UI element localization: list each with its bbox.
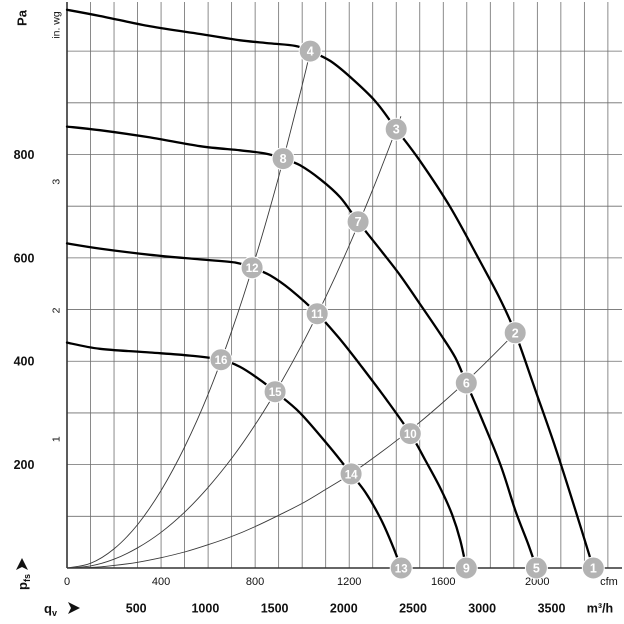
operating-point-marker [298, 39, 322, 63]
fan-curve-3 [65, 242, 468, 570]
operating-point-label: 4 [307, 45, 314, 59]
operating-point-label: 14 [345, 469, 358, 481]
x-secondary-tick-label: 500 [126, 602, 147, 616]
y-secondary-tick-label: 3 [51, 179, 63, 185]
x-tick-label: 1200 [337, 576, 361, 588]
x-secondary-tick-label: 1000 [191, 602, 219, 616]
pressure-symbol-text: pfs [15, 574, 32, 590]
operating-point-5: 5 [524, 556, 548, 580]
flow-symbol: qv [44, 601, 80, 618]
operating-point-label: 7 [355, 215, 362, 229]
operating-point-marker [503, 321, 527, 345]
x-axis-secondary-unit: m³/h [587, 602, 613, 616]
operating-point-marker [454, 371, 478, 395]
x-secondary-tick-label: 3500 [538, 602, 566, 616]
y-tick-label: 600 [14, 251, 35, 265]
operating-point-label: 6 [463, 377, 470, 391]
operating-point-label: 13 [395, 564, 408, 576]
operating-point-4: 4 [298, 39, 322, 63]
operating-point-11: 11 [305, 302, 329, 326]
operating-point-6: 6 [454, 371, 478, 395]
operating-point-marker [389, 556, 413, 580]
x-tick-label: 2000 [525, 576, 549, 588]
operating-point-9: 9 [454, 556, 478, 580]
operating-point-8: 8 [271, 147, 295, 171]
operating-point-marker [384, 117, 408, 141]
operating-point-marker [524, 556, 548, 580]
fan-curve-2 [65, 125, 538, 570]
x-secondary-tick-label: 1500 [261, 602, 289, 616]
flow-symbol-sub: v [52, 608, 57, 618]
operating-point-3: 3 [384, 117, 408, 141]
operating-point-label: 1 [590, 562, 597, 576]
operating-point-label: 2 [512, 326, 519, 340]
operating-point-label: 9 [463, 562, 470, 576]
x-tick-label: 1600 [431, 576, 455, 588]
x-tick-label: 800 [246, 576, 264, 588]
operating-point-10: 10 [398, 422, 422, 446]
y-tick-label: 400 [14, 355, 35, 369]
pressure-symbol-main: p [15, 582, 30, 590]
y-tick-label: 200 [14, 458, 35, 472]
pressure-symbol-sub: fs [22, 574, 32, 582]
pressure-symbol: pfs [15, 558, 32, 590]
operating-point-label: 16 [215, 355, 228, 367]
x-axis-unit: cfm [600, 576, 618, 588]
y-axis-secondary-unit: in. wg [51, 11, 63, 39]
operating-point-7: 7 [346, 210, 370, 234]
operating-point-marker [398, 422, 422, 446]
x-secondary-tick-label: 3000 [468, 602, 496, 616]
operating-point-marker [263, 380, 287, 404]
y-secondary-tick-label: 2 [51, 307, 63, 313]
y-secondary-tick-label: 1 [51, 436, 63, 442]
operating-point-1: 1 [581, 556, 605, 580]
operating-point-16: 16 [209, 348, 233, 372]
operating-point-label: 5 [533, 562, 540, 576]
y-tick-label: 800 [14, 148, 35, 162]
grid [67, 2, 622, 568]
arrow-right-icon [68, 602, 80, 614]
operating-point-12: 12 [240, 256, 264, 280]
flow-symbol-text: qv [44, 601, 57, 618]
operating-point-label: 15 [269, 387, 282, 399]
operating-point-marker [346, 210, 370, 234]
operating-point-label: 8 [280, 152, 287, 166]
operating-point-label: 3 [393, 123, 400, 137]
y-axis-unit: Pa [15, 9, 30, 26]
operating-point-label: 11 [311, 309, 324, 321]
x-tick-label: 400 [152, 576, 170, 588]
operating-point-label: 12 [246, 263, 259, 275]
x-secondary-tick-label: 2500 [399, 602, 427, 616]
flow-symbol-main: q [44, 601, 52, 616]
fan-curve-1 [65, 8, 595, 570]
operating-point-marker [240, 256, 264, 280]
operating-point-label: 10 [404, 429, 417, 441]
operating-point-15: 15 [263, 380, 287, 404]
x-secondary-tick-label: 2000 [330, 602, 358, 616]
operating-point-marker [581, 556, 605, 580]
operating-point-marker [454, 556, 478, 580]
operating-point-marker [305, 302, 329, 326]
operating-point-marker [209, 348, 233, 372]
operating-point-2: 2 [503, 321, 527, 345]
operating-point-13: 13 [389, 556, 413, 580]
x-tick-label: 0 [64, 576, 70, 588]
operating-point-marker [271, 147, 295, 171]
arrow-up-icon [16, 558, 28, 570]
operating-point-14: 14 [339, 462, 363, 486]
operating-point-marker [339, 462, 363, 486]
